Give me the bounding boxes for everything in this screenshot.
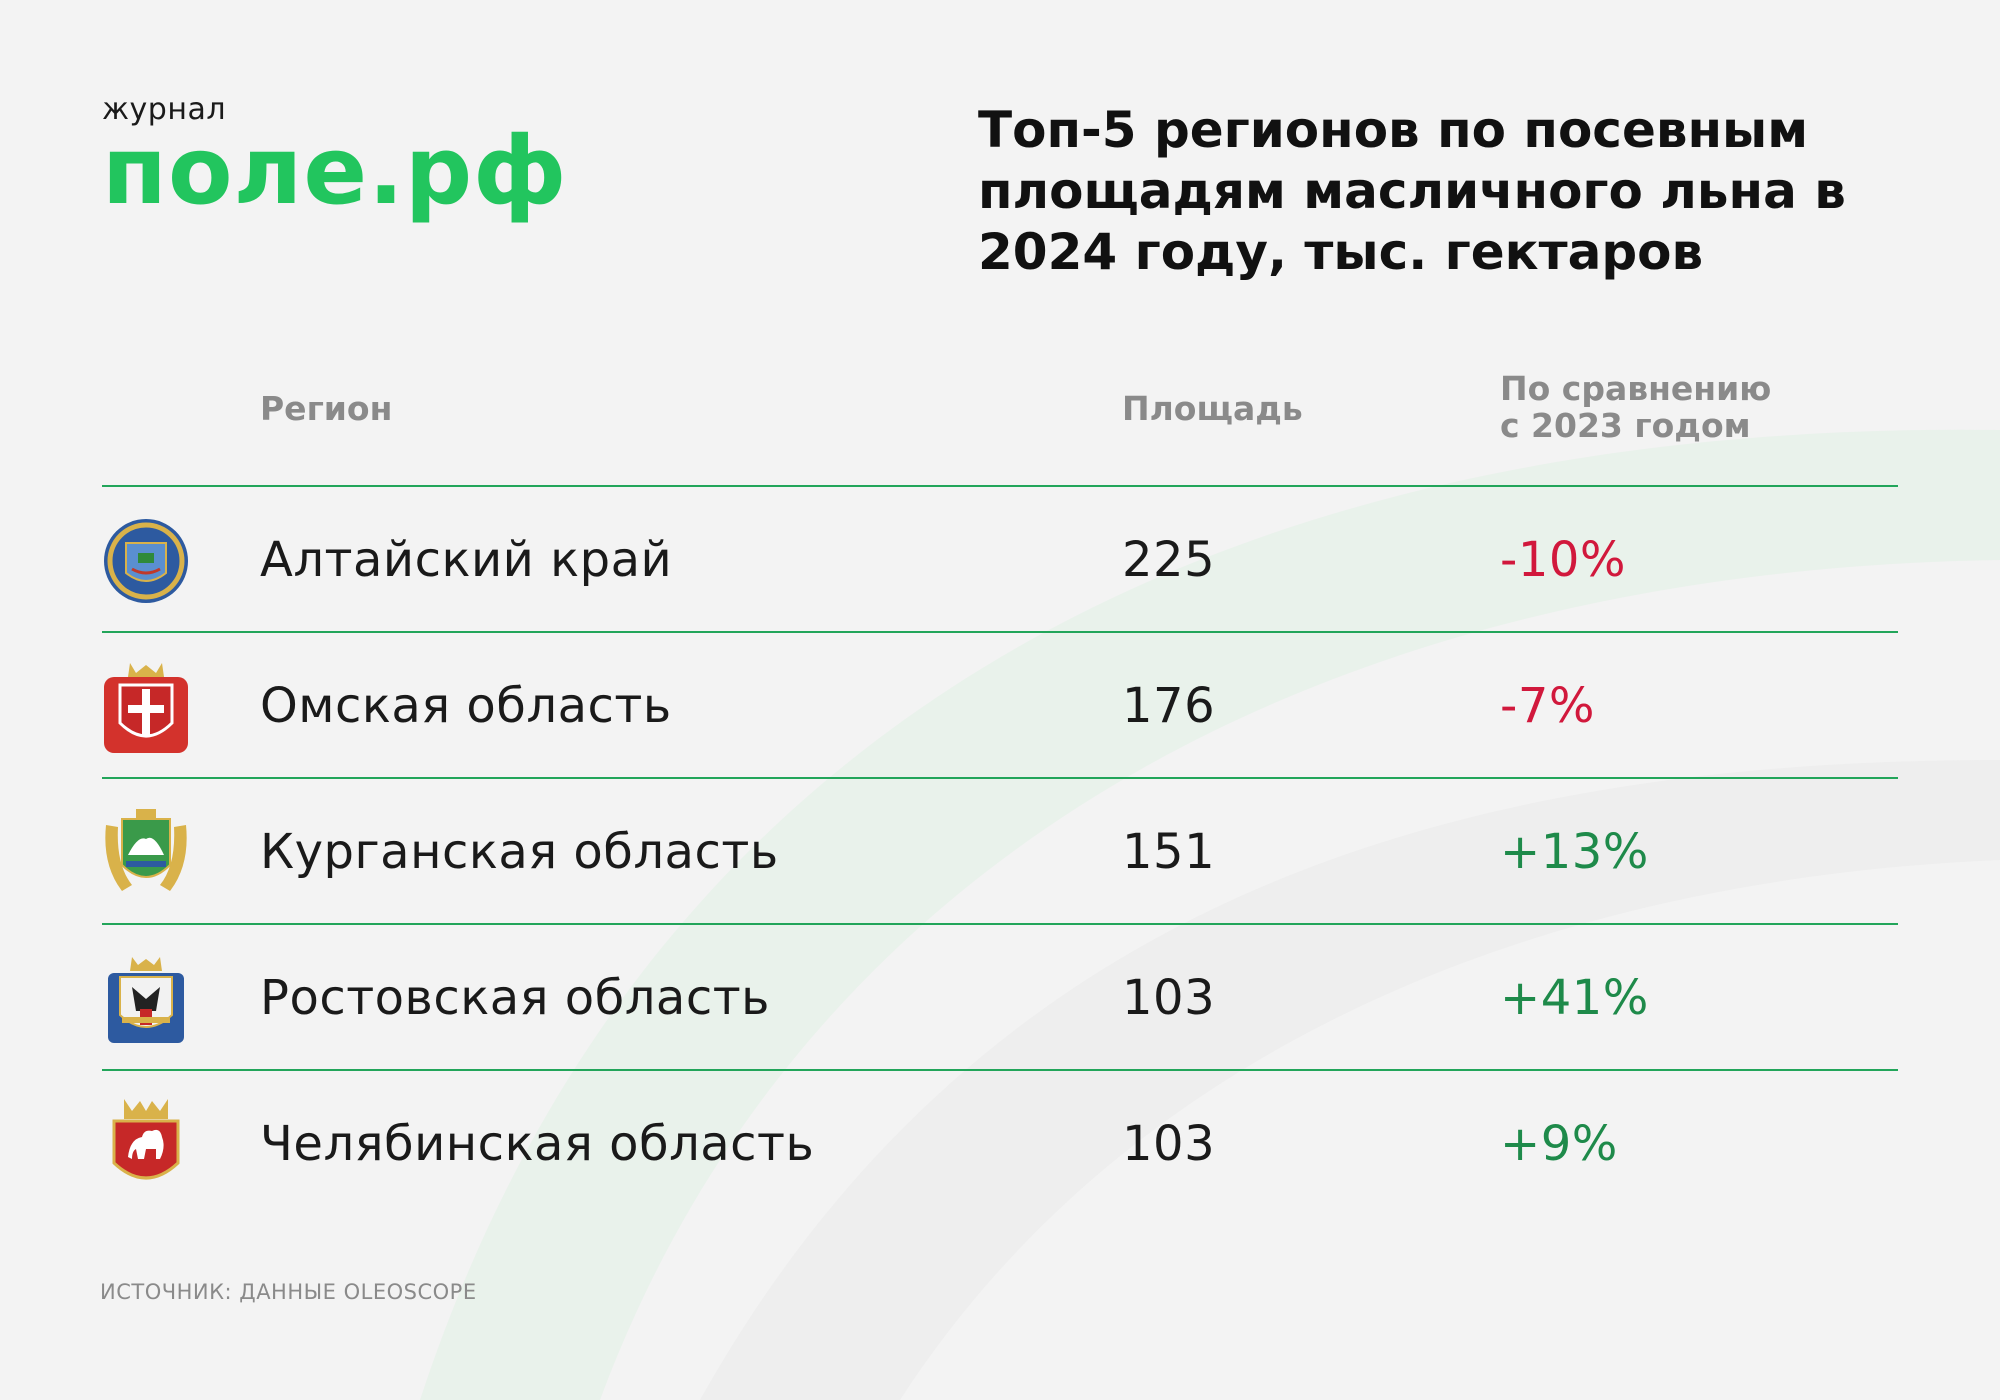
column-header-change-line-1: По сравнению [1500,369,1772,408]
area-value: 151 [1122,824,1216,880]
table-row: Алтайский край 225 -10% [0,487,2000,633]
chelyabinsk-oblast-coat-of-arms-icon [112,1099,180,1180]
table-rule [102,1069,1898,1071]
table-row: Курганская область 151 +13% [0,779,2000,925]
logo-small-text: журнал [102,92,226,127]
change-value: +41% [1500,970,1649,1026]
logo-big-text: поле.рф [102,117,568,226]
table-row: Омская область 176 -7% [0,633,2000,779]
table-rule [102,485,1898,487]
change-value: +13% [1500,824,1649,880]
table-row: Челябинская область 103 +9% [0,1071,2000,1217]
region-name: Ростовская область [260,970,770,1026]
region-name: Алтайский край [260,532,673,588]
area-value: 103 [1122,970,1216,1026]
region-name: Курганская область [260,824,779,880]
region-name: Челябинская область [260,1116,815,1172]
kurgan-oblast-coat-of-arms-icon [105,809,187,891]
table-rule [102,631,1898,633]
brand-logo: журнал поле.рф [102,92,567,219]
omsk-oblast-coat-of-arms-icon [104,663,188,753]
area-value: 225 [1122,532,1216,588]
change-value: -7% [1500,678,1595,734]
column-header-change: По сравнению с 2023 годом [1500,370,1920,444]
column-header-area: Площадь [1122,389,1303,428]
area-value: 176 [1122,678,1216,734]
column-header-change-line-2: с 2023 годом [1500,406,1751,445]
change-value: -10% [1500,532,1627,588]
table-rule [102,923,1898,925]
source-note: ИСТОЧНИК: ДАННЫЕ OLEOSCOPE [100,1280,477,1304]
region-name: Омская область [260,678,672,734]
altai-krai-coat-of-arms-icon [104,519,188,603]
rostov-oblast-coat-of-arms-icon [108,957,184,1043]
table-rule [102,777,1898,779]
chart-title: Топ-5 регионов по посевным площадям масл… [978,101,1846,281]
change-value: +9% [1500,1116,1618,1172]
table-row: Ростовская область 103 +41% [0,925,2000,1071]
area-value: 103 [1122,1116,1216,1172]
column-header-region: Регион [260,389,393,428]
